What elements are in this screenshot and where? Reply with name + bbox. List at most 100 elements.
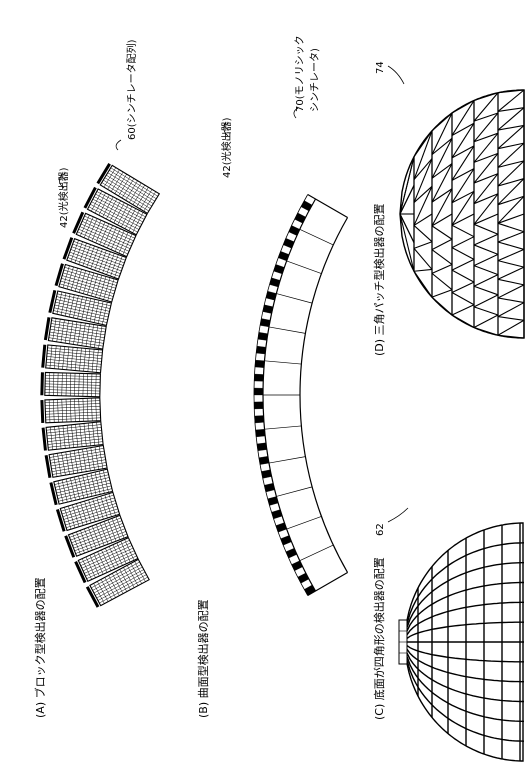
crystal-grid-line: [74, 373, 76, 397]
photodetector-cell: [259, 318, 271, 328]
triangle-edge: [473, 132, 499, 143]
crystal-grid-line: [82, 221, 133, 244]
crystal-grid-line: [50, 453, 105, 464]
crystal-grid-line: [70, 268, 78, 291]
crystal-grid-line: [96, 422, 100, 445]
triangle-edge: [431, 238, 453, 251]
crystal-grid-line: [88, 499, 96, 522]
photodetector-cell: [262, 304, 274, 314]
crystal-grid-line: [44, 400, 100, 404]
triangle-edge: [497, 89, 525, 112]
crystal-grid-line: [84, 215, 135, 239]
panel-a-detector-label: 42(光検出器): [57, 167, 70, 228]
crystal-grid-line: [83, 348, 86, 372]
photodetector-cell: [264, 483, 275, 493]
crystal-grid-line: [96, 497, 104, 520]
crystal-grid-line: [132, 212, 144, 233]
crystal-grid-line: [45, 386, 101, 389]
crystal-grid-line: [48, 441, 103, 448]
crystal-grid-line: [75, 424, 79, 448]
crystal-grid-line: [66, 425, 70, 449]
photodetector-strip: [72, 211, 85, 234]
crystal-grid-line: [75, 533, 128, 554]
crystal-grid-line: [50, 426, 53, 450]
crystal-grid-line: [73, 321, 78, 345]
crystal-grid-line: [78, 373, 80, 397]
crystal-grid-line: [103, 179, 151, 209]
triangle-edge: [497, 297, 525, 304]
crystal-grid-line: [46, 359, 102, 365]
triangle-edge: [497, 195, 525, 224]
photodetector-strip: [48, 289, 57, 314]
crystal-grid-line: [95, 275, 103, 298]
triangle-edge: [431, 272, 453, 291]
triangle-edge: [451, 292, 475, 306]
crystal-grid-line: [106, 253, 115, 275]
curved-detector-arc: [253, 193, 349, 597]
detector-block: [74, 536, 139, 584]
crystal-grid-line: [87, 272, 95, 295]
crystal-grid-line: [94, 446, 100, 470]
crystal-grid-line: [56, 480, 111, 494]
crystal-grid-line: [92, 422, 95, 446]
crystal-grid-line: [78, 270, 86, 293]
crystal-grid-line: [67, 257, 120, 277]
crystal-grid-line: [86, 555, 137, 579]
crystal-grid-line: [87, 422, 91, 446]
crystal-grid-line: [74, 398, 76, 422]
crystal-grid-line: [108, 575, 120, 596]
crystal-grid-line: [63, 269, 117, 286]
crystal-grid-line: [57, 485, 112, 499]
crystal-grid-line: [118, 176, 131, 197]
panel-meridian: [406, 652, 524, 703]
triangle-edge: [473, 173, 499, 205]
photodetector-strip: [55, 508, 66, 532]
crystal-grid-line: [110, 167, 158, 197]
crystal-grid-line: [98, 471, 105, 494]
crystal-grid-line: [139, 189, 153, 210]
crystal-grid-line: [101, 182, 150, 212]
triangle-edge: [451, 258, 475, 271]
crystal-grid-line: [68, 505, 76, 529]
crystal-grid-line: [98, 325, 103, 349]
crystal-grid-line: [88, 527, 97, 549]
crystal-grid-line: [77, 296, 83, 319]
crystal-grid-line: [99, 576, 148, 604]
crystal-grid-line: [60, 319, 65, 343]
crystal-grid-line: [93, 553, 104, 575]
crystal-grid-line: [95, 373, 97, 397]
crystal-grid-line: [89, 324, 94, 348]
photodetector-cell: [280, 535, 292, 546]
crystal-grid-line: [66, 266, 74, 289]
crystal-grid-line: [45, 377, 101, 380]
crystal-grid-line: [79, 348, 82, 371]
crystal-grid-line: [91, 220, 102, 242]
triangle-patch-detector-dome: [399, 89, 525, 339]
crystal-grid-line: [77, 322, 82, 346]
block-detector-array: [40, 163, 161, 608]
crystal-grid-line: [124, 208, 136, 229]
detector-block: [49, 468, 114, 506]
crystal-grid-line: [47, 432, 102, 440]
panel-d: (D) 三角パッチ型検出器の配置 74: [372, 61, 525, 356]
segment-divider: [264, 360, 302, 365]
triangle-edge: [497, 319, 525, 336]
photodetector-cell: [291, 560, 303, 572]
photodetector-cell: [254, 415, 265, 424]
crystal-grid-line: [78, 242, 87, 265]
crystal-grid-line: [49, 334, 104, 344]
scintillator-inner-edge: [299, 217, 349, 573]
crystal-grid-line: [87, 218, 98, 240]
crystal-grid-line: [104, 177, 152, 207]
crystal-grid-line: [53, 399, 55, 423]
crystal-grid-line: [91, 398, 93, 422]
crystal-grid-line: [102, 251, 111, 274]
crystal-grid-line: [62, 265, 70, 288]
crystal-grid-line: [65, 451, 70, 475]
crystal-grid-line: [74, 531, 127, 552]
photodetector-cell: [278, 251, 290, 262]
crystal-grid-line: [72, 243, 125, 264]
crystal-grid-line: [91, 190, 103, 212]
crystal-grid-line: [112, 573, 124, 594]
triangle-edge: [497, 107, 525, 131]
